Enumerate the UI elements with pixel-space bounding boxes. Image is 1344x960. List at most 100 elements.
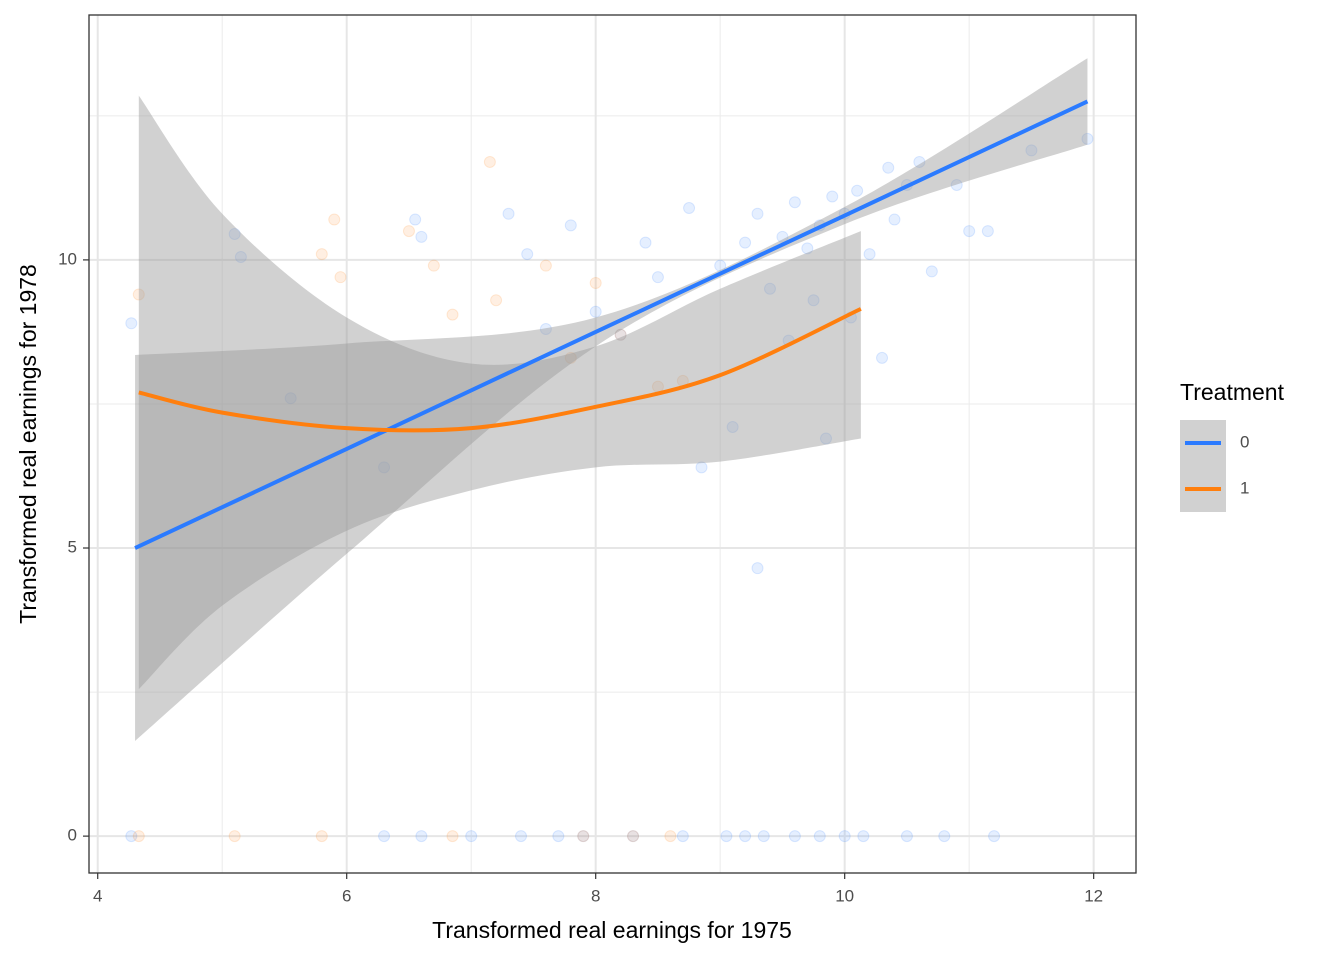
point xyxy=(589,305,602,318)
y-axis-title: Transformed real earnings for 1978 xyxy=(15,264,41,624)
point xyxy=(125,317,138,330)
point xyxy=(577,830,590,843)
point xyxy=(913,155,926,168)
point xyxy=(751,562,764,575)
point xyxy=(446,830,459,843)
point xyxy=(315,248,328,261)
point xyxy=(378,461,391,474)
point xyxy=(801,242,814,255)
point xyxy=(820,432,833,445)
point xyxy=(490,294,503,307)
x-tick-label: 10 xyxy=(835,886,854,905)
point xyxy=(751,207,764,220)
point xyxy=(950,178,963,191)
point xyxy=(589,276,602,289)
point xyxy=(483,155,496,168)
point xyxy=(664,830,677,843)
x-axis-title: Transformed real earnings for 1975 xyxy=(432,917,792,943)
point xyxy=(125,830,138,843)
point xyxy=(651,271,664,284)
point xyxy=(446,308,459,321)
point xyxy=(676,830,689,843)
legend-label: 0 xyxy=(1240,432,1249,451)
point xyxy=(552,830,565,843)
point xyxy=(614,328,627,341)
point xyxy=(938,830,951,843)
point xyxy=(857,830,870,843)
point xyxy=(402,225,415,238)
point xyxy=(788,196,801,209)
point xyxy=(776,230,789,243)
point xyxy=(838,830,851,843)
point xyxy=(763,282,776,295)
fit-line xyxy=(138,307,862,433)
point xyxy=(963,225,976,238)
point xyxy=(695,461,708,474)
point xyxy=(639,236,652,249)
point xyxy=(813,830,826,843)
point xyxy=(1025,144,1038,157)
point xyxy=(888,213,901,226)
point xyxy=(415,830,428,843)
plot-area xyxy=(89,15,1136,873)
point xyxy=(132,830,145,843)
x-tick-label: 4 xyxy=(93,886,102,905)
point xyxy=(726,421,739,434)
x-tick-label: 12 xyxy=(1084,886,1103,905)
panel xyxy=(89,15,1136,873)
point xyxy=(1081,132,1094,145)
point xyxy=(228,227,241,240)
point xyxy=(720,830,733,843)
panel-border xyxy=(88,14,1137,874)
point xyxy=(882,161,895,174)
point xyxy=(284,392,297,405)
point xyxy=(564,219,577,232)
y-tick-label: 5 xyxy=(68,537,77,556)
point xyxy=(714,259,727,272)
point xyxy=(427,259,440,272)
point xyxy=(988,830,1001,843)
point xyxy=(132,288,145,301)
point xyxy=(409,213,422,226)
point xyxy=(539,259,552,272)
confidence-band xyxy=(138,95,861,690)
point xyxy=(564,351,577,364)
point xyxy=(378,830,391,843)
point xyxy=(900,830,913,843)
point xyxy=(334,271,347,284)
legend-title: Treatment xyxy=(1180,379,1285,405)
point xyxy=(863,248,876,261)
point xyxy=(514,830,527,843)
x-tick-label: 6 xyxy=(342,886,351,905)
confidence-band xyxy=(135,58,1088,742)
point xyxy=(826,190,839,203)
x-tick-label: 8 xyxy=(591,886,600,905)
point xyxy=(739,830,752,843)
point xyxy=(521,248,534,261)
point xyxy=(757,830,770,843)
point xyxy=(981,225,994,238)
point xyxy=(577,830,590,843)
point xyxy=(683,202,696,215)
point xyxy=(925,265,938,278)
point xyxy=(627,830,640,843)
fit-line xyxy=(134,99,1089,550)
point xyxy=(539,323,552,336)
point xyxy=(739,236,752,249)
point xyxy=(502,207,515,220)
point xyxy=(788,830,801,843)
point xyxy=(328,213,341,226)
legend-label: 1 xyxy=(1240,478,1249,497)
point xyxy=(876,351,889,364)
point xyxy=(415,230,428,243)
point xyxy=(234,251,247,264)
y-tick-label: 0 xyxy=(68,826,77,845)
point xyxy=(315,830,328,843)
point xyxy=(807,294,820,307)
point xyxy=(614,328,627,341)
y-tick-label: 10 xyxy=(58,249,77,268)
point xyxy=(851,184,864,197)
point xyxy=(627,830,640,843)
